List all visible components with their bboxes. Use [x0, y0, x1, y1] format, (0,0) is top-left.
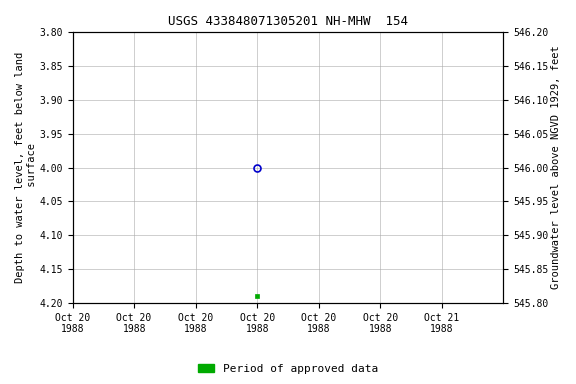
Legend: Period of approved data: Period of approved data [193, 359, 383, 379]
Title: USGS 433848071305201 NH-MHW  154: USGS 433848071305201 NH-MHW 154 [168, 15, 408, 28]
Y-axis label: Depth to water level, feet below land
 surface: Depth to water level, feet below land su… [15, 52, 37, 283]
Y-axis label: Groundwater level above NGVD 1929, feet: Groundwater level above NGVD 1929, feet [551, 46, 561, 290]
